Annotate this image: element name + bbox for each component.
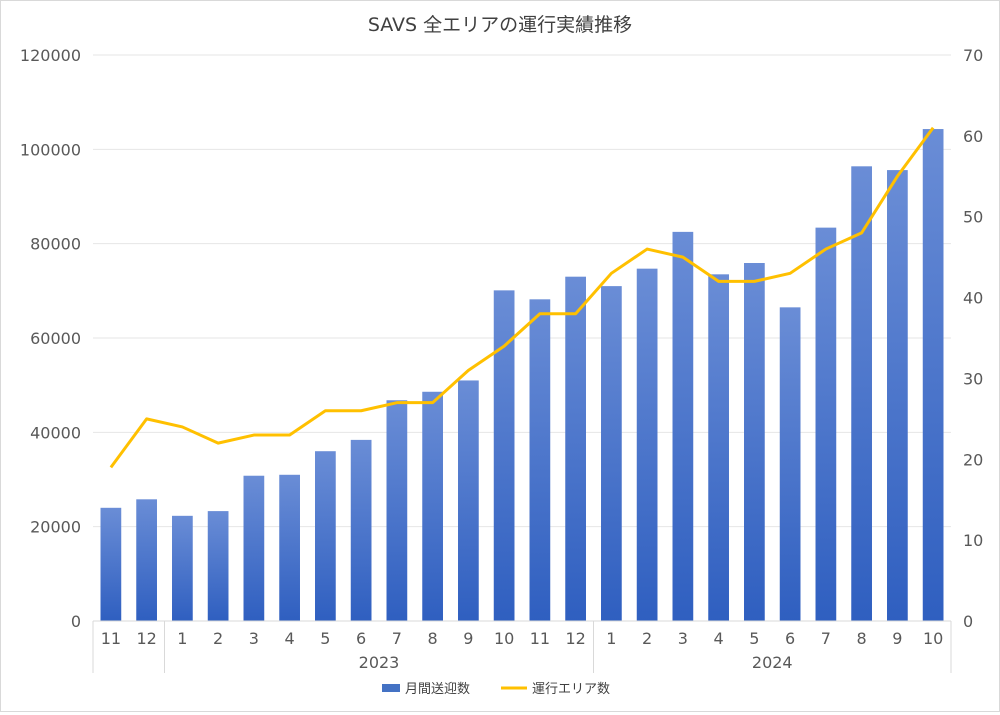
- bar: [243, 475, 265, 621]
- bar: [636, 268, 658, 621]
- right-tick-label: 10: [963, 531, 983, 550]
- category-label: 5: [749, 629, 759, 648]
- category-label: 2: [642, 629, 652, 648]
- category-label: 11: [530, 629, 550, 648]
- category-label: 8: [857, 629, 867, 648]
- bar: [350, 439, 372, 621]
- bar: [672, 231, 694, 621]
- left-tick-label: 100000: [20, 140, 81, 159]
- bar: [315, 451, 336, 621]
- right-tick-label: 60: [963, 127, 983, 146]
- left-tick-label: 40000: [30, 423, 81, 442]
- bar: [458, 380, 479, 621]
- right-axis: 0 10 20 30 40 50 60 70: [963, 46, 983, 631]
- category-label: 2: [213, 629, 223, 648]
- category-label: 9: [892, 629, 902, 648]
- bar: [207, 511, 229, 621]
- category-label: 3: [678, 629, 688, 648]
- bar: [279, 474, 300, 621]
- bar: [851, 166, 872, 621]
- left-tick-label: 0: [71, 612, 81, 631]
- category-label: 12: [565, 629, 585, 648]
- left-tick-label: 80000: [30, 235, 81, 254]
- bar-series: [100, 129, 944, 621]
- legend: 月間送迎数 運行エリア数: [382, 682, 610, 697]
- bar: [493, 290, 515, 621]
- bar: [386, 400, 408, 621]
- bar: [744, 263, 765, 621]
- year-label: 2023: [359, 653, 400, 672]
- right-tick-label: 70: [963, 46, 983, 65]
- right-tick-label: 50: [963, 208, 983, 227]
- category-label: 11: [101, 629, 121, 648]
- category-label: 10: [923, 629, 943, 648]
- bar: [601, 286, 622, 621]
- left-tick-label: 60000: [30, 329, 81, 348]
- category-label: 6: [785, 629, 795, 648]
- bar: [136, 499, 157, 621]
- bar: [708, 274, 729, 621]
- category-label: 6: [356, 629, 366, 648]
- bar: [815, 227, 837, 621]
- bar: [779, 307, 801, 621]
- right-tick-label: 20: [963, 450, 983, 469]
- bar: [529, 299, 551, 621]
- bar: [100, 507, 122, 621]
- category-label: 8: [428, 629, 438, 648]
- legend-line-label: 運行エリア数: [532, 682, 610, 697]
- legend-bar-label: 月間送迎数: [405, 682, 470, 697]
- category-label: 3: [249, 629, 259, 648]
- gridlines: [93, 54, 951, 622]
- right-tick-label: 30: [963, 369, 983, 388]
- line-path: [109, 126, 935, 469]
- line-series: [109, 126, 935, 469]
- category-label: 1: [606, 629, 616, 648]
- right-tick-label: 40: [963, 289, 983, 308]
- category-label: 1: [177, 629, 187, 648]
- right-tick-label: 0: [963, 612, 973, 631]
- year-label: 2024: [752, 653, 793, 672]
- bar: [422, 391, 443, 621]
- bar: [887, 170, 908, 621]
- left-axis: 0 20000 40000 60000 80000 100000 120000: [20, 46, 81, 631]
- bar: [565, 276, 586, 621]
- chart-title: SAVS 全エリアの運行実績推移: [368, 14, 632, 36]
- legend-bar-swatch: [382, 684, 400, 692]
- category-label: 4: [714, 629, 724, 648]
- category-label: 7: [821, 629, 831, 648]
- left-tick-label: 120000: [20, 46, 81, 65]
- bar: [922, 129, 944, 621]
- category-label: 12: [136, 629, 156, 648]
- category-label: 10: [494, 629, 514, 648]
- category-label: 5: [320, 629, 330, 648]
- category-label: 9: [463, 629, 473, 648]
- category-label: 7: [392, 629, 402, 648]
- left-tick-label: 20000: [30, 518, 81, 537]
- bar: [172, 515, 193, 621]
- category-label: 4: [285, 629, 295, 648]
